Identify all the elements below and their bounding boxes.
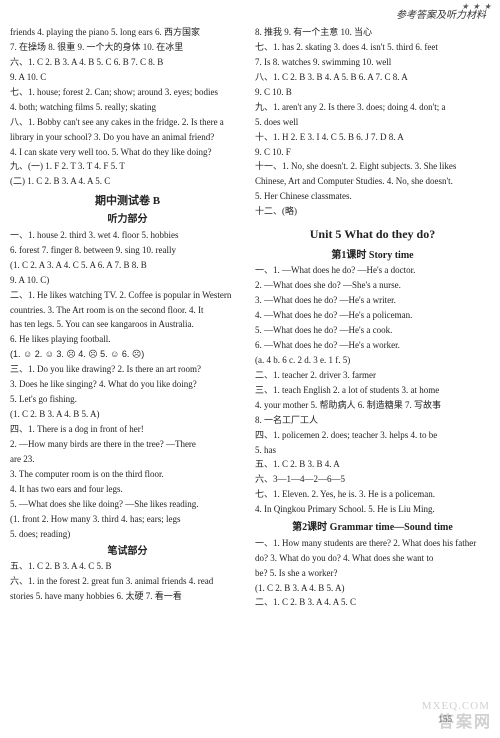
- text-line: 8. 推我 9. 有一个主意 10. 当心: [255, 26, 490, 40]
- text-line: (1. C 2. B 3. A 4. B 5. A): [255, 582, 490, 596]
- midterm-b-title: 期中测试卷 B: [10, 193, 245, 210]
- header-stars: ★ ★ ★: [461, 2, 492, 11]
- text-line: 6. —What does he do? —He's a worker.: [255, 339, 490, 353]
- text-line: 七、1. house; forest 2. Can; show; around …: [10, 86, 245, 100]
- watermark-main: 答案网: [438, 708, 492, 732]
- text-line: 五、1. C 2. B 3. B 4. A: [255, 458, 490, 472]
- text-line: 4. I can skate very well too. 5. What do…: [10, 146, 245, 160]
- text-line: 九、(一) 1. F 2. T 3. T 4. F 5. T: [10, 160, 245, 174]
- text-line: are 23.: [10, 453, 245, 467]
- text-line: 四、1. policemen 2. does; teacher 3. helps…: [255, 429, 490, 443]
- columns: friends 4. playing the piano 5. long ear…: [0, 0, 500, 621]
- text-line: 6. He likes playing football.: [10, 333, 245, 347]
- text-line: 9. A 10. C: [10, 71, 245, 85]
- text-line: 5. —What does he do? —He's a cook.: [255, 324, 490, 338]
- text-line: 九、1. aren't any 2. Is there 3. does; doi…: [255, 101, 490, 115]
- listening-subtitle: 听力部分: [10, 212, 245, 228]
- text-line: 八、1. C 2. B 3. B 4. A 5. B 6. A 7. C 8. …: [255, 71, 490, 85]
- text-line: 十一、1. No, she doesn't. 2. Eight subjects…: [255, 160, 490, 174]
- text-line: 3. —What does he do? —He's a writer.: [255, 294, 490, 308]
- text-line: 4. —What does he do? —He's a policeman.: [255, 309, 490, 323]
- text-line: 六、1. C 2. B 3. A 4. B 5. C 6. B 7. C 8. …: [10, 56, 245, 70]
- text-line: 六、1. in the forest 2. great fun 3. anima…: [10, 575, 245, 589]
- text-line: 5. —What does she like doing? —She likes…: [10, 498, 245, 512]
- text-line: 四、1. There is a dog in front of her!: [10, 423, 245, 437]
- text-line: stories 5. have many hobbies 6. 太硬 7. 看一…: [10, 590, 245, 604]
- text-line: (a. 4 b. 6 c. 2 d. 3 e. 1 f. 5): [255, 354, 490, 368]
- text-line: 5. does well: [255, 116, 490, 130]
- lesson2-title: 第2课时 Grammar time—Sound time: [255, 520, 490, 536]
- text-line: 一、1. house 2. third 3. wet 4. floor 5. h…: [10, 229, 245, 243]
- page: 参考答案及听力材料 ★ ★ ★ friends 4. playing the p…: [0, 0, 500, 738]
- right-column: 8. 推我 9. 有一个主意 10. 当心 七、1. has 2. skatin…: [255, 26, 490, 611]
- text-line: be? 5. Is she a worker?: [255, 567, 490, 581]
- text-line: 4. your mother 5. 帮助病人 6. 制造糖果 7. 写故事: [255, 399, 490, 413]
- written-subtitle: 笔试部分: [10, 544, 245, 560]
- text-line: 二、1. C 2. B 3. A 4. A 5. C: [255, 596, 490, 610]
- text-line: 二、1. He likes watching TV. 2. Coffee is …: [10, 289, 245, 303]
- text-line: 一、1. —What does he do? —He's a doctor.: [255, 264, 490, 278]
- lesson1-title: 第1课时 Story time: [255, 248, 490, 264]
- text-line: 5. has: [255, 444, 490, 458]
- text-line: 三、1. teach English 2. a lot of students …: [255, 384, 490, 398]
- text-line: 十二、(略): [255, 205, 490, 219]
- text-line: 4. It has two ears and four legs.: [10, 483, 245, 497]
- text-line: 7. Is 8. watches 9. swimming 10. well: [255, 56, 490, 70]
- text-line: friends 4. playing the piano 5. long ear…: [10, 26, 245, 40]
- text-line: 8. 一名工厂工人: [255, 414, 490, 428]
- text-line: Chinese, Art and Computer Studies. 4. No…: [255, 175, 490, 189]
- header-text: 参考答案及听力材料: [396, 10, 486, 21]
- left-column: friends 4. playing the piano 5. long ear…: [10, 26, 245, 611]
- text-line: 9. C 10. B: [255, 86, 490, 100]
- text-line: 5. Let's go fishing.: [10, 393, 245, 407]
- text-line: 十、1. H 2. E 3. I 4. C 5. B 6. J 7. D 8. …: [255, 131, 490, 145]
- text-line: 二、1. teacher 2. driver 3. farmer: [255, 369, 490, 383]
- text-line: 4. both; watching films 5. really; skati…: [10, 101, 245, 115]
- text-line: 3. The computer room is on the third flo…: [10, 468, 245, 482]
- unit5-title: Unit 5 What do they do?: [255, 225, 490, 244]
- smiley-line: (1. ☺ 2. ☺ 3. ☹ 4. ☹ 5. ☺ 6. ☹): [10, 348, 245, 362]
- text-line: 七、1. Eleven. 2. Yes, he is. 3. He is a p…: [255, 488, 490, 502]
- text-line: 七、1. has 2. skating 3. does 4. isn't 5. …: [255, 41, 490, 55]
- text-line: has ten legs. 5. You can see kangaroos i…: [10, 318, 245, 332]
- text-line: 9. A 10. C): [10, 274, 245, 288]
- header: 参考答案及听力材料 ★ ★ ★: [396, 6, 486, 21]
- text-line: (1. C 2. B 3. A 4. B 5. A): [10, 408, 245, 422]
- text-line: do? 3. What do you do? 4. What does she …: [255, 552, 490, 566]
- text-line: (二) 1. C 2. B 3. A 4. A 5. C: [10, 175, 245, 189]
- text-line: 2. —How many birds are there in the tree…: [10, 438, 245, 452]
- text-line: 4. In Qingkou Primary School. 5. He is L…: [255, 503, 490, 517]
- text-line: 6. forest 7. finger 8. between 9. sing 1…: [10, 244, 245, 258]
- text-line: 一、1. How many students are there? 2. Wha…: [255, 537, 490, 551]
- text-line: 八、1. Bobby can't see any cakes in the fr…: [10, 116, 245, 130]
- text-line: 六、3—1—4—2—6—5: [255, 473, 490, 487]
- text-line: 7. 在操场 8. 很重 9. 一个大的身体 10. 在冰里: [10, 41, 245, 55]
- text-line: 五、1. C 2. B 3. A 4. C 5. B: [10, 560, 245, 574]
- text-line: (1. front 2. How many 3. third 4. has; e…: [10, 513, 245, 527]
- text-line: (1. C 2. A 3. A 4. C 5. A 6. A 7. B 8. B: [10, 259, 245, 273]
- text-line: 5. Her Chinese classmates.: [255, 190, 490, 204]
- text-line: 3. Does he like singing? 4. What do you …: [10, 378, 245, 392]
- text-line: library in your school? 3. Do you have a…: [10, 131, 245, 145]
- text-line: 9. C 10. F: [255, 146, 490, 160]
- text-line: 2. —What does she do? —She's a nurse.: [255, 279, 490, 293]
- text-line: 5. does; reading): [10, 528, 245, 542]
- text-line: countries. 3. The Art room is on the sec…: [10, 304, 245, 318]
- text-line: 三、1. Do you like drawing? 2. Is there an…: [10, 363, 245, 377]
